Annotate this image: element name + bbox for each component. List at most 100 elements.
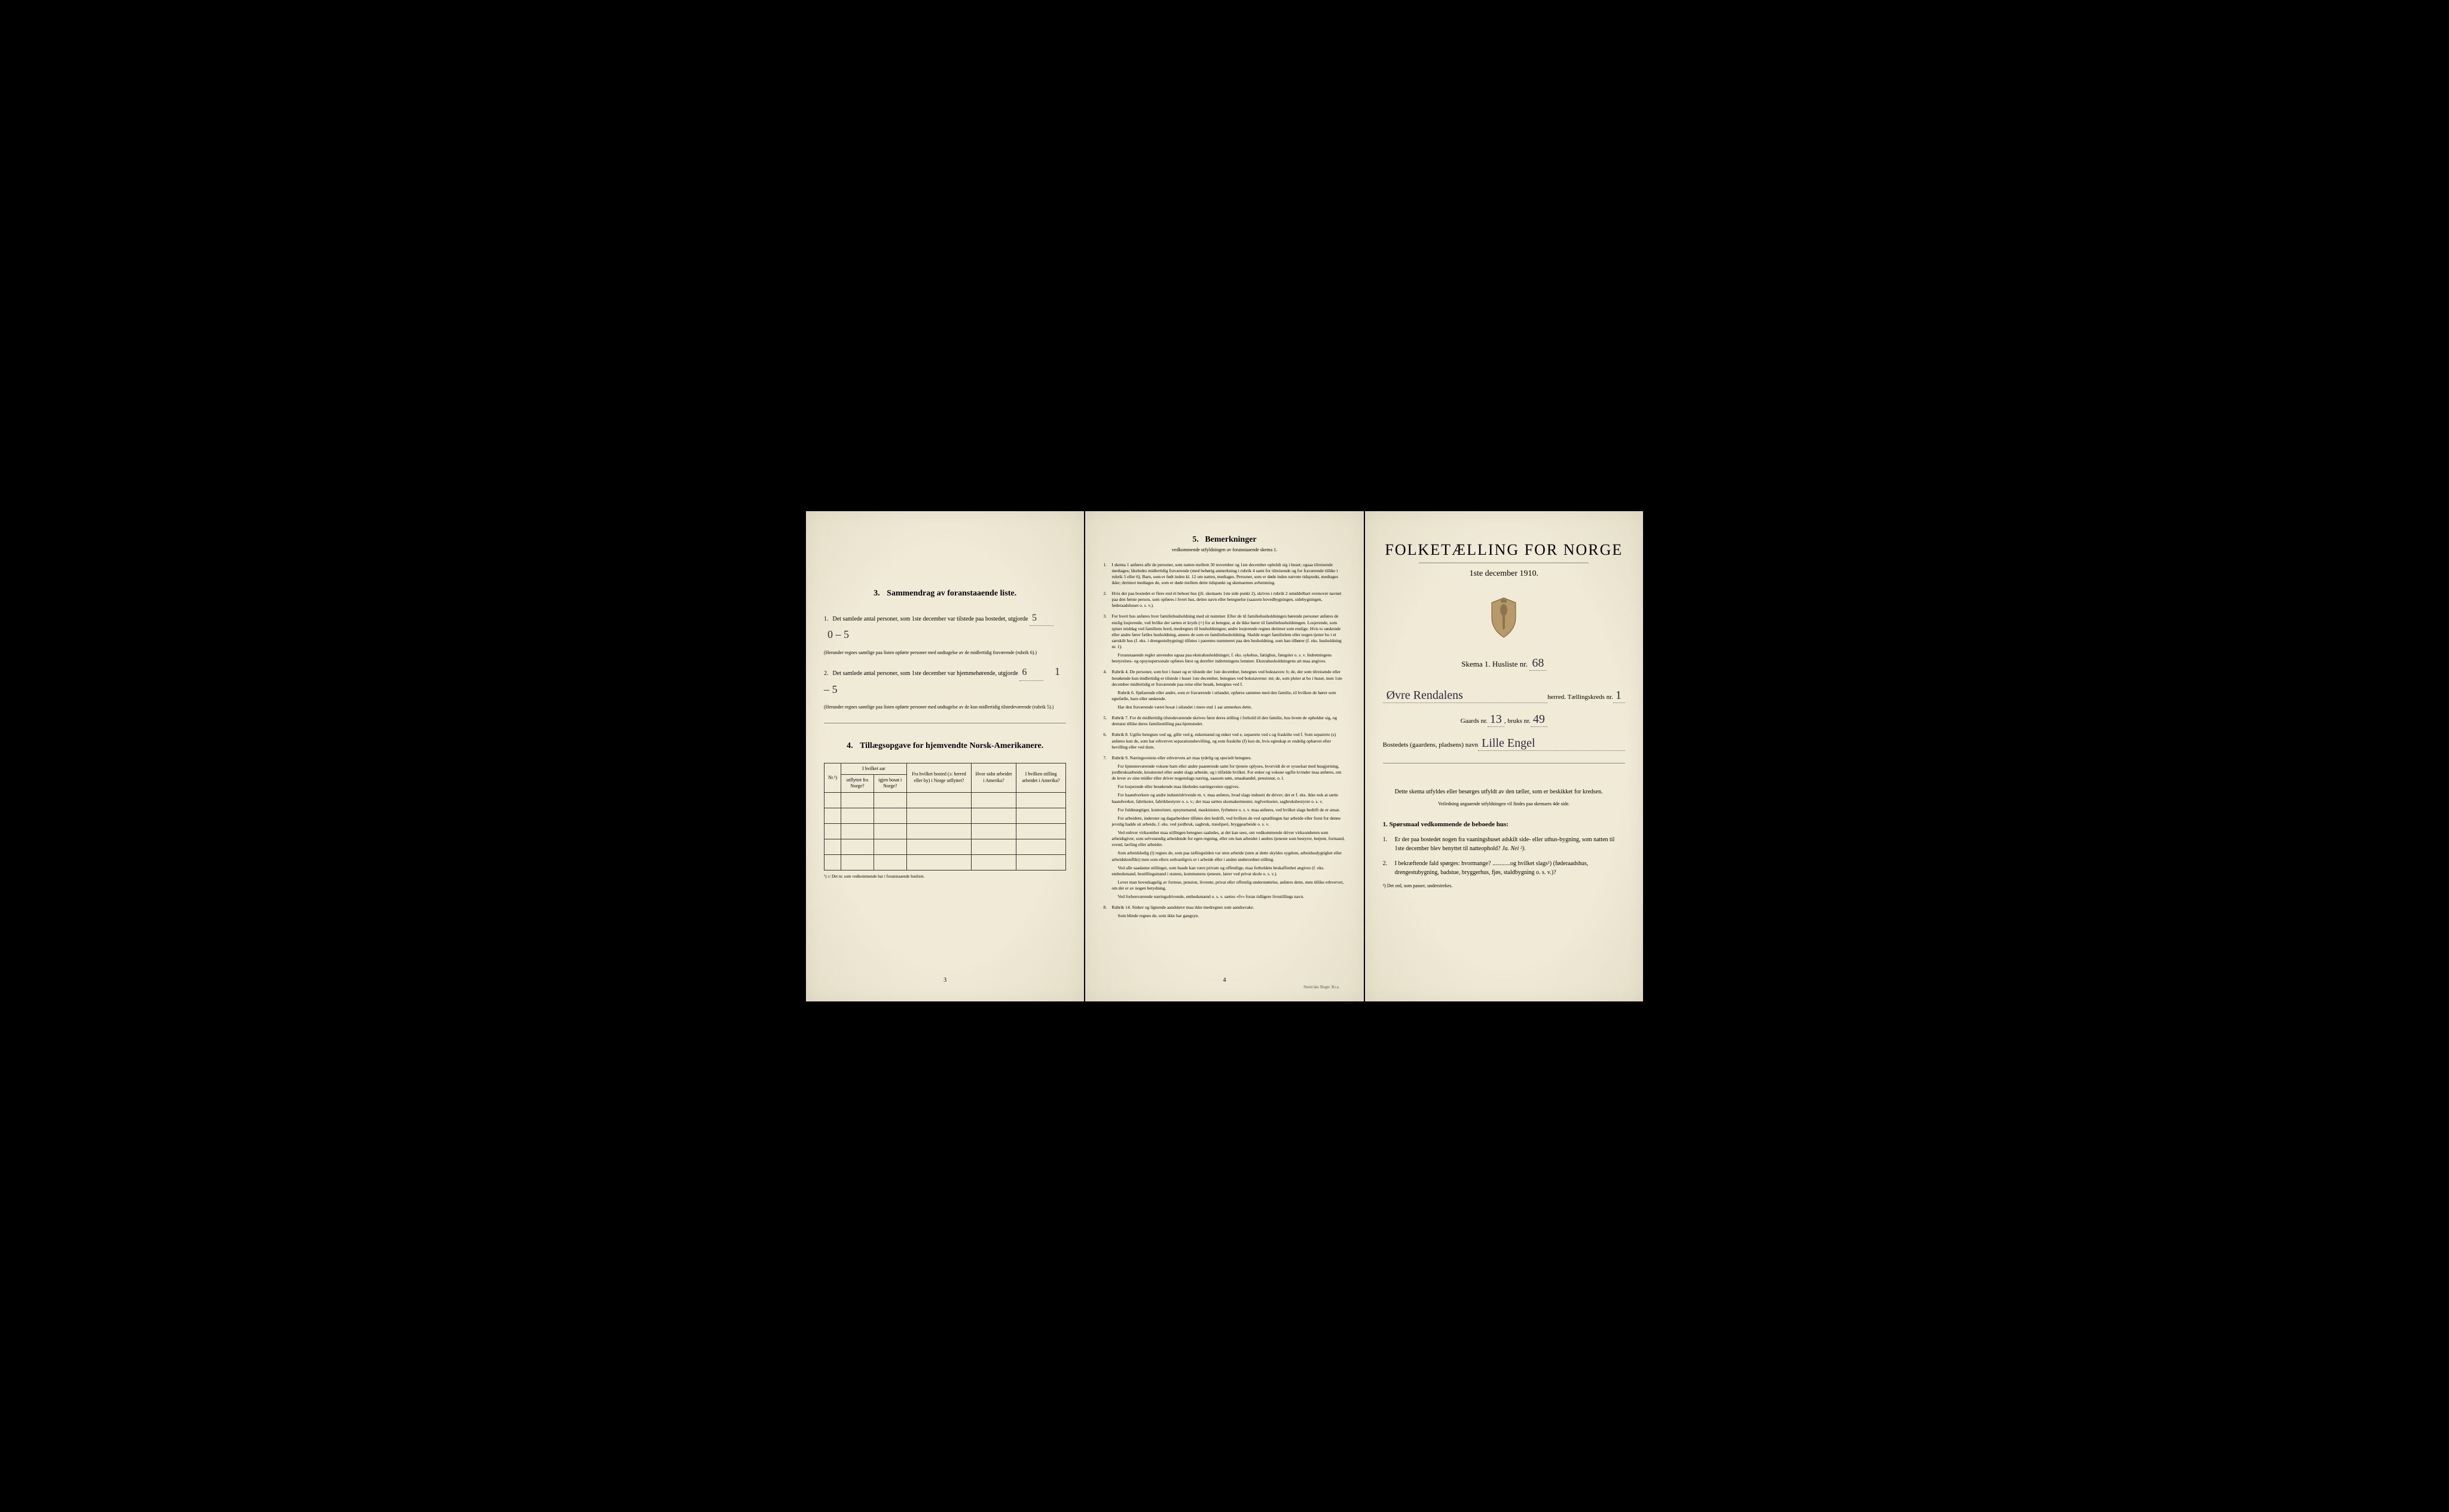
husliste-nr: 68 — [1529, 656, 1546, 671]
bemerkninger-sub: vedkommende utfyldningen av foranstaaend… — [1103, 547, 1345, 552]
census-date: 1ste december 1910. — [1383, 569, 1625, 579]
rule-item: 4. Rubrik 4. De personer, som bor i huset… — [1103, 669, 1345, 710]
rule-para: For fuldmægtiger, kontorister, opsynsmæn… — [1111, 807, 1345, 813]
rule-para: Ved enhver virksomhet maa stillingen bet… — [1111, 830, 1345, 848]
rule-num: 4. — [1103, 669, 1107, 675]
rule-text: Rubrik 4. De personer, som bor i huset o… — [1111, 669, 1342, 686]
line-2-label: Det samlede antal personer, som 1ste dec… — [833, 670, 1018, 677]
gaard-label: Gaards nr. — [1461, 717, 1488, 725]
line-1-note: (Herunder regnes samtlige paa listen opf… — [824, 649, 1066, 656]
schema-label: Skema 1. Husliste nr. — [1461, 659, 1528, 668]
col-igjen: igjen bosat i Norge? — [874, 775, 906, 793]
section-3-heading: 3. Sammendrag av foranstaaende liste. — [824, 589, 1066, 598]
rule-text: Hvis der paa bostedet er flere end ét be… — [1111, 591, 1341, 608]
rule-num: 6. — [1103, 732, 1107, 738]
rule-item: 7. Rubrik 9. Næringsveiens eller erhverve… — [1103, 755, 1345, 900]
heading-5-title: Bemerkninger — [1205, 535, 1256, 544]
line-2-note: (Herunder regnes samtlige paa listen opf… — [824, 704, 1066, 710]
rule-para: Har den fraværende været bosat i utlande… — [1111, 704, 1345, 710]
rule-item: 8.Rubrik 14. Sinker og lignende aandsløv… — [1103, 905, 1345, 919]
rule-text: For hvert hus anføres hver familiehushol… — [1111, 613, 1341, 649]
rule-text: I skema 1 anføres alle de personer, som … — [1111, 562, 1338, 585]
table-row — [825, 854, 1066, 870]
herred-suffix: herred. Tællingskreds nr. — [1547, 694, 1613, 701]
coat-of-arms-icon — [1486, 597, 1522, 639]
herred-name: Øvre Rendalens — [1383, 689, 1548, 703]
emigrant-table-body — [825, 792, 1066, 870]
rule-para: Som arbeidsledig (l) regnes de, som paa … — [1111, 850, 1345, 862]
ja-nei: Ja. Nei ²). — [1502, 845, 1526, 852]
herred-line: Øvre Rendalens herred. Tællingskreds nr.… — [1383, 689, 1625, 703]
col-utflyttet: utflyttet fra Norge? — [841, 775, 874, 793]
question-item: 1.Er der paa bostedet nogen fra vaanings… — [1383, 835, 1625, 853]
page-1-num: 3 — [943, 977, 946, 983]
rule-para: For arbeidere, inderster og dagarbeidere… — [1111, 815, 1345, 827]
question-text: I bekræftende fald spørges: hvormange? .… — [1395, 860, 1589, 876]
spormaal-heading: 1. Spørsmaal vedkommende de beboede hus: — [1383, 821, 1625, 828]
rule-para: For losjerende eller besøkende maa likel… — [1111, 784, 1345, 790]
page-right: FOLKETÆLLING FOR NORGE 1ste december 191… — [1365, 511, 1643, 1001]
rule-num: 3. — [1103, 613, 1107, 619]
table-footnote: ¹) ɔ: Det nr. som vedkommende har i fora… — [824, 874, 1066, 879]
rule-para: Rubrik 6. Sjøfarende eller andre, som er… — [1111, 690, 1345, 702]
rules-list: 1. I skema 1 anføres alle de personer, so… — [1103, 562, 1345, 920]
emigrant-table: Nr.¹) I hvilket aar Fra hvilket bosted (… — [824, 763, 1066, 870]
page-middle: 5. Bemerkninger vedkommende utfyldningen… — [1085, 511, 1363, 1001]
rule-item: 3. For hvert hus anføres hver familiehush… — [1103, 613, 1345, 664]
section-3-title: Sammendrag av foranstaaende liste. — [887, 589, 1016, 598]
page-2-num: 4 — [1223, 977, 1226, 983]
line-1-value: 5 — [1030, 610, 1054, 627]
section-4-num: 4. — [847, 741, 853, 750]
bruks-label: bruks nr. — [1507, 717, 1531, 725]
line-2-value: 6 — [1019, 665, 1043, 681]
summary-line-1: 1. Det samlede antal personer, som 1ste … — [824, 610, 1066, 643]
col-nr: Nr.¹) — [825, 763, 841, 792]
bosted-line: Bostedets (gaardens, pladsens) navn Lill… — [1383, 737, 1625, 751]
rule-para: Som blinde regnes de, som ikke har gangs… — [1111, 913, 1345, 919]
col-sidst: Hvor sidst arbeidet i Amerika? — [972, 763, 1016, 792]
question-num: 2. — [1383, 859, 1388, 868]
heading-5-num: 5. — [1192, 535, 1199, 544]
bruks-nr: 49 — [1531, 713, 1547, 727]
section-4-title: Tillægsopgave for hjemvendte Norsk-Ameri… — [860, 741, 1043, 750]
section-3-num: 3. — [874, 589, 880, 598]
rule-num: 7. — [1103, 755, 1107, 761]
schema-instruction-sub: Veiledning angaaende utfyldningen vil fi… — [1383, 801, 1625, 807]
rule-item: 2. Hvis der paa bostedet er flere end ét … — [1103, 591, 1345, 609]
census-title: FOLKETÆLLING FOR NORGE — [1383, 541, 1625, 559]
bosted-name: Lille Engel — [1478, 737, 1625, 751]
line-1-crossed: 0 – 5 — [824, 628, 853, 640]
schema-line: Skema 1. Husliste nr. 68 — [1383, 656, 1625, 671]
summary-line-2: 2. Det samlede antal personer, som 1ste … — [824, 663, 1066, 698]
printer-note: Steen'ske Bogtr. Kr.a. — [1303, 985, 1340, 989]
rule-num: 5. — [1103, 715, 1107, 721]
rule-text: Rubrik 8. Ugifte betegnes ved ug, gifte … — [1111, 732, 1336, 749]
line-1-num: 1. — [824, 615, 831, 624]
rule-item: 5. Rubrik 7. For de midlertidig tilstedev… — [1103, 715, 1345, 727]
col-bosted: Fra hvilket bosted (ɔ: herred eller by) … — [906, 763, 971, 792]
bemerkninger-heading: 5. Bemerkninger — [1103, 535, 1345, 545]
section-4-heading: 4. Tillægsopgave for hjemvendte Norsk-Am… — [824, 741, 1066, 751]
table-row — [825, 823, 1066, 839]
question-num: 1. — [1383, 835, 1388, 844]
kreds-nr: 1 — [1613, 689, 1625, 703]
rule-item: 6. Rubrik 8. Ugifte betegnes ved ug, gift… — [1103, 732, 1345, 750]
rule-text: Rubrik 9. Næringsveiens eller erhvervets… — [1111, 755, 1251, 760]
rule-num: 2. — [1103, 591, 1107, 597]
footnote-3: ²) Det ord, som passer, understrekes. — [1383, 883, 1625, 888]
gaard-line: Gaards nr. 13 , bruks nr. 49 — [1383, 713, 1625, 727]
rule-item: 1. I skema 1 anføres alle de personer, so… — [1103, 562, 1345, 587]
rule-num: 1. — [1103, 562, 1107, 568]
col-year-group: I hvilket aar — [841, 763, 907, 774]
spormaal-list: 1.Er der paa bostedet nogen fra vaanings… — [1383, 835, 1625, 877]
rule-para: Ved forhenværende næringsdrivende, embed… — [1111, 894, 1345, 900]
rule-para: Foranstaaende regler anvendes ogsaa paa … — [1111, 652, 1345, 664]
gaard-nr: 13 — [1488, 713, 1504, 727]
page-left: 3. Sammendrag av foranstaaende liste. 1.… — [806, 511, 1084, 1001]
rule-para: For haandverkere og andre industridriven… — [1111, 792, 1345, 804]
rule-para: For hjemmeværende voksne barn eller andr… — [1111, 763, 1345, 781]
rule-para: Ved alle saadanne stillinger, som baade … — [1111, 865, 1345, 877]
rule-text: Rubrik 7. For de midlertidig tilstedevær… — [1111, 715, 1337, 726]
line-2-num: 2. — [824, 669, 831, 679]
table-row — [825, 792, 1066, 808]
